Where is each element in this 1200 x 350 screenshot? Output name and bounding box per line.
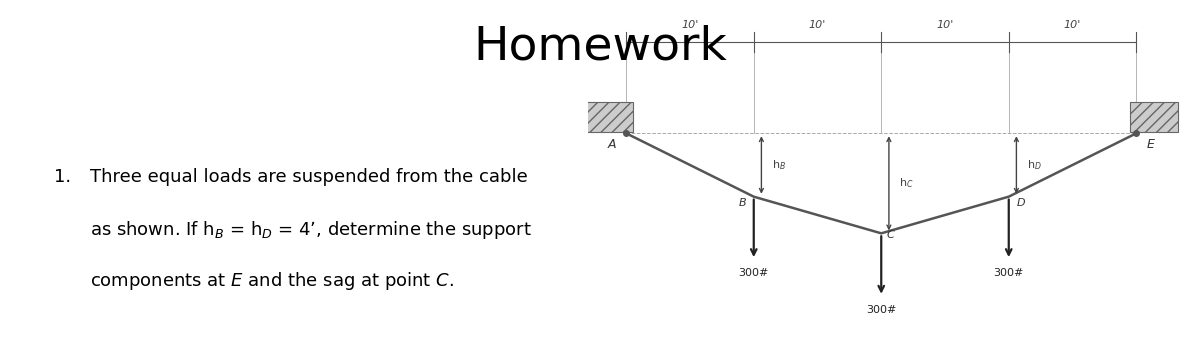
Text: h$_D$: h$_D$: [1026, 158, 1042, 172]
Text: C: C: [887, 230, 894, 240]
Text: D: D: [1016, 198, 1025, 208]
Text: 10': 10': [1064, 20, 1081, 30]
Bar: [1130, 102, 1178, 132]
Bar: [584, 102, 632, 132]
Text: 1.: 1.: [54, 168, 71, 186]
Text: 10': 10': [936, 20, 954, 30]
Text: 300#: 300#: [738, 268, 769, 278]
Text: E: E: [1146, 138, 1154, 151]
Text: as shown. If h$_B$ = h$_D$ = 4’, determine the support: as shown. If h$_B$ = h$_D$ = 4’, determi…: [90, 219, 532, 241]
Text: 10': 10': [682, 20, 698, 30]
Text: 300#: 300#: [866, 305, 896, 315]
Text: components at $E$ and the sag at point $C$.: components at $E$ and the sag at point $…: [90, 270, 454, 292]
Text: B: B: [738, 198, 746, 208]
Text: A: A: [607, 138, 616, 151]
Text: 300#: 300#: [994, 268, 1024, 278]
Text: Homework: Homework: [473, 25, 727, 70]
Text: h$_C$: h$_C$: [899, 176, 913, 190]
Text: 10': 10': [809, 20, 826, 30]
Text: h$_B$: h$_B$: [772, 158, 786, 172]
Text: Three equal loads are suspended from the cable: Three equal loads are suspended from the…: [90, 168, 528, 186]
